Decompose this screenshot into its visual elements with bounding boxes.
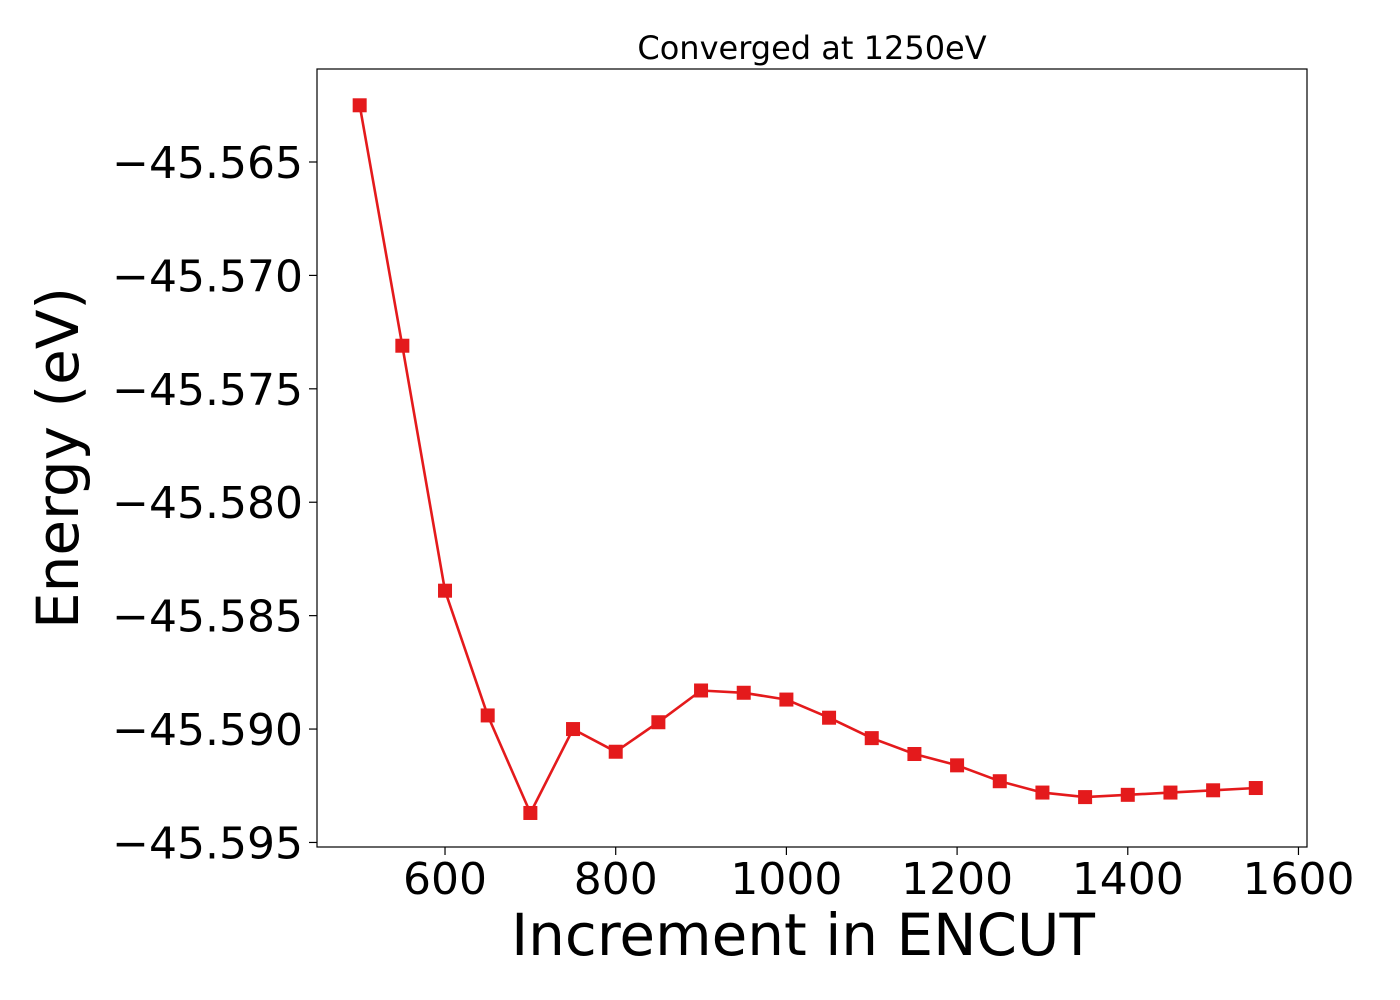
data-point [822, 710, 837, 725]
x-tick-label: 1600 [1242, 854, 1354, 905]
data-point [1163, 785, 1178, 800]
x-axis: 600 800 1000 1200 1400 1600 [403, 847, 1354, 905]
data-point [651, 715, 666, 730]
data-point [438, 583, 453, 598]
data-point [694, 683, 709, 698]
data-point [950, 758, 965, 773]
data-point [1120, 787, 1135, 802]
x-tick-label: 800 [574, 854, 658, 905]
y-tick-label: −45.570 [112, 251, 303, 302]
y-tick-label: −45.590 [112, 705, 303, 756]
series-group [352, 98, 1263, 820]
x-tick-label: 600 [403, 854, 487, 905]
data-point [566, 722, 581, 737]
data-point [864, 731, 879, 746]
x-tick-label: 1400 [1072, 854, 1184, 905]
data-point [779, 692, 794, 707]
data-point [992, 774, 1007, 789]
chart-title: Converged at 1250eV [637, 29, 986, 67]
data-point [352, 98, 367, 113]
x-axis-title: Increment in ENCUT [511, 901, 1095, 969]
plot-frame [316, 68, 1308, 848]
y-tick-label: −45.580 [112, 478, 303, 529]
y-tick-label: −45.595 [112, 818, 303, 869]
y-tick-label: −45.565 [112, 138, 303, 189]
data-point [523, 805, 538, 820]
data-point [1078, 790, 1093, 805]
x-tick-label: 1200 [901, 854, 1013, 905]
series-line [358, 105, 1256, 815]
y-axis: −45.565 −45.570 −45.575 −45.580 −45.585 −45.5… [112, 138, 317, 869]
y-tick-label: −45.575 [112, 365, 303, 416]
y-tick-label: −45.585 [112, 592, 303, 643]
data-point [480, 708, 495, 723]
data-point [1035, 785, 1050, 800]
data-point [1248, 781, 1263, 796]
data-point [1206, 783, 1221, 798]
data-point [395, 338, 410, 353]
data-point [736, 685, 751, 700]
x-tick-label: 1000 [730, 854, 842, 905]
data-point [608, 744, 623, 759]
data-point [907, 747, 922, 762]
y-axis-title: Energy (eV) [24, 287, 92, 629]
